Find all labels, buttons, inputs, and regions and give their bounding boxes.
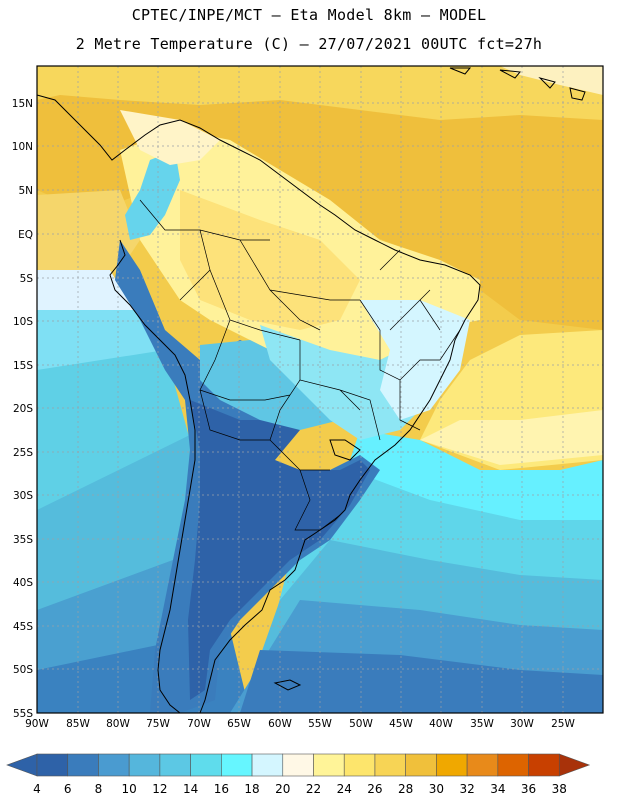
lat-label: 25S xyxy=(13,447,33,459)
colorbar-swatch xyxy=(405,753,437,777)
colorbar-swatch xyxy=(528,753,560,777)
lon-label: 30W xyxy=(510,718,534,730)
colorbar-label: 12 xyxy=(152,782,167,796)
colorbar-swatch xyxy=(343,753,376,777)
colorbar-label: 36 xyxy=(521,782,536,796)
colorbar-label: 26 xyxy=(367,782,382,796)
lon-label: 65W xyxy=(227,718,251,730)
colorbar-swatch xyxy=(67,753,99,777)
colorbar: 4 6 8 10 12 14 16 18 20 22 24 26 28 30 32 34 36 38 xyxy=(6,753,591,796)
colorbar-swatch xyxy=(36,753,69,777)
colorbar-label: 14 xyxy=(183,782,198,796)
country-borders xyxy=(139,199,461,531)
map-frame xyxy=(36,65,604,714)
lat-label: 40S xyxy=(13,577,33,589)
lat-label: 20S xyxy=(13,403,33,415)
temperature-field xyxy=(37,66,603,713)
lon-label: 25W xyxy=(551,718,575,730)
colorbar-label: 8 xyxy=(95,782,103,796)
colorbar-swatch xyxy=(466,753,499,777)
colorbar-label: 20 xyxy=(275,782,290,796)
colorbar-swatch xyxy=(313,753,345,777)
lat-label: 15N xyxy=(12,98,33,110)
colorbar-swatch xyxy=(190,753,222,777)
colorbar-label: 30 xyxy=(429,782,444,796)
colorbar-swatch xyxy=(128,753,161,777)
lon-label: 50W xyxy=(349,718,373,730)
lon-label: 40W xyxy=(429,718,453,730)
coastlines xyxy=(36,67,586,714)
lon-label: 45W xyxy=(389,718,413,730)
colorbar-swatch xyxy=(221,753,253,777)
colorbar-label: 22 xyxy=(306,782,321,796)
colorbar-max-arrow xyxy=(558,753,591,777)
chart-title: CPTEC/INPE/MCT – Eta Model 8km – MODEL xyxy=(131,6,487,24)
lon-label: 80W xyxy=(106,718,130,730)
colorbar-label: 4 xyxy=(33,782,41,796)
colorbar-label: 34 xyxy=(490,782,505,796)
lat-label: 55S xyxy=(13,708,33,720)
lat-label: 50S xyxy=(13,664,33,676)
colorbar-label: 18 xyxy=(244,782,259,796)
colorbar-swatch xyxy=(497,753,529,777)
lon-label: 90W xyxy=(25,718,49,730)
lon-label: 85W xyxy=(66,718,90,730)
lat-label: 30S xyxy=(13,490,33,502)
lat-label: 5S xyxy=(20,273,34,285)
colorbar-label: 28 xyxy=(398,782,413,796)
colorbar-label: 16 xyxy=(214,782,229,796)
colorbar-label: 10 xyxy=(122,782,137,796)
colorbar-swatch xyxy=(251,753,284,777)
lat-label: 10S xyxy=(13,316,33,328)
latitude-labels: 15N 10N 5N EQ 5S 10S 15S 20S 25S 30S 35S… xyxy=(12,98,34,720)
colorbar-label: 6 xyxy=(64,782,72,796)
longitude-labels: 90W 85W 80W 75W 70W 65W 60W 55W 50W 45W … xyxy=(25,718,575,730)
lat-label: 5N xyxy=(18,185,33,197)
lat-label: 35S xyxy=(13,534,33,546)
colorbar-label: 32 xyxy=(459,782,474,796)
lon-label: 75W xyxy=(146,718,170,730)
lon-label: 60W xyxy=(268,718,292,730)
colorbar-label: 24 xyxy=(337,782,352,796)
lat-label: 45S xyxy=(13,621,33,633)
lon-label: 35W xyxy=(470,718,494,730)
colorbar-swatch xyxy=(282,753,314,777)
lat-label: 15S xyxy=(13,360,33,372)
lon-label: 55W xyxy=(308,718,332,730)
lat-label: 10N xyxy=(12,141,33,153)
chart-subtitle: 2 Metre Temperature (C) – 27/07/2021 00U… xyxy=(75,35,543,53)
lon-label: 70W xyxy=(187,718,211,730)
colorbar-swatch xyxy=(159,753,191,777)
colorbar-min-arrow xyxy=(6,753,38,777)
colorbar-swatch xyxy=(436,753,468,777)
colorbar-swatch xyxy=(374,753,406,777)
lat-label: EQ xyxy=(18,229,33,241)
colorbar-label: 38 xyxy=(552,782,567,796)
colorbar-swatch xyxy=(98,753,130,777)
